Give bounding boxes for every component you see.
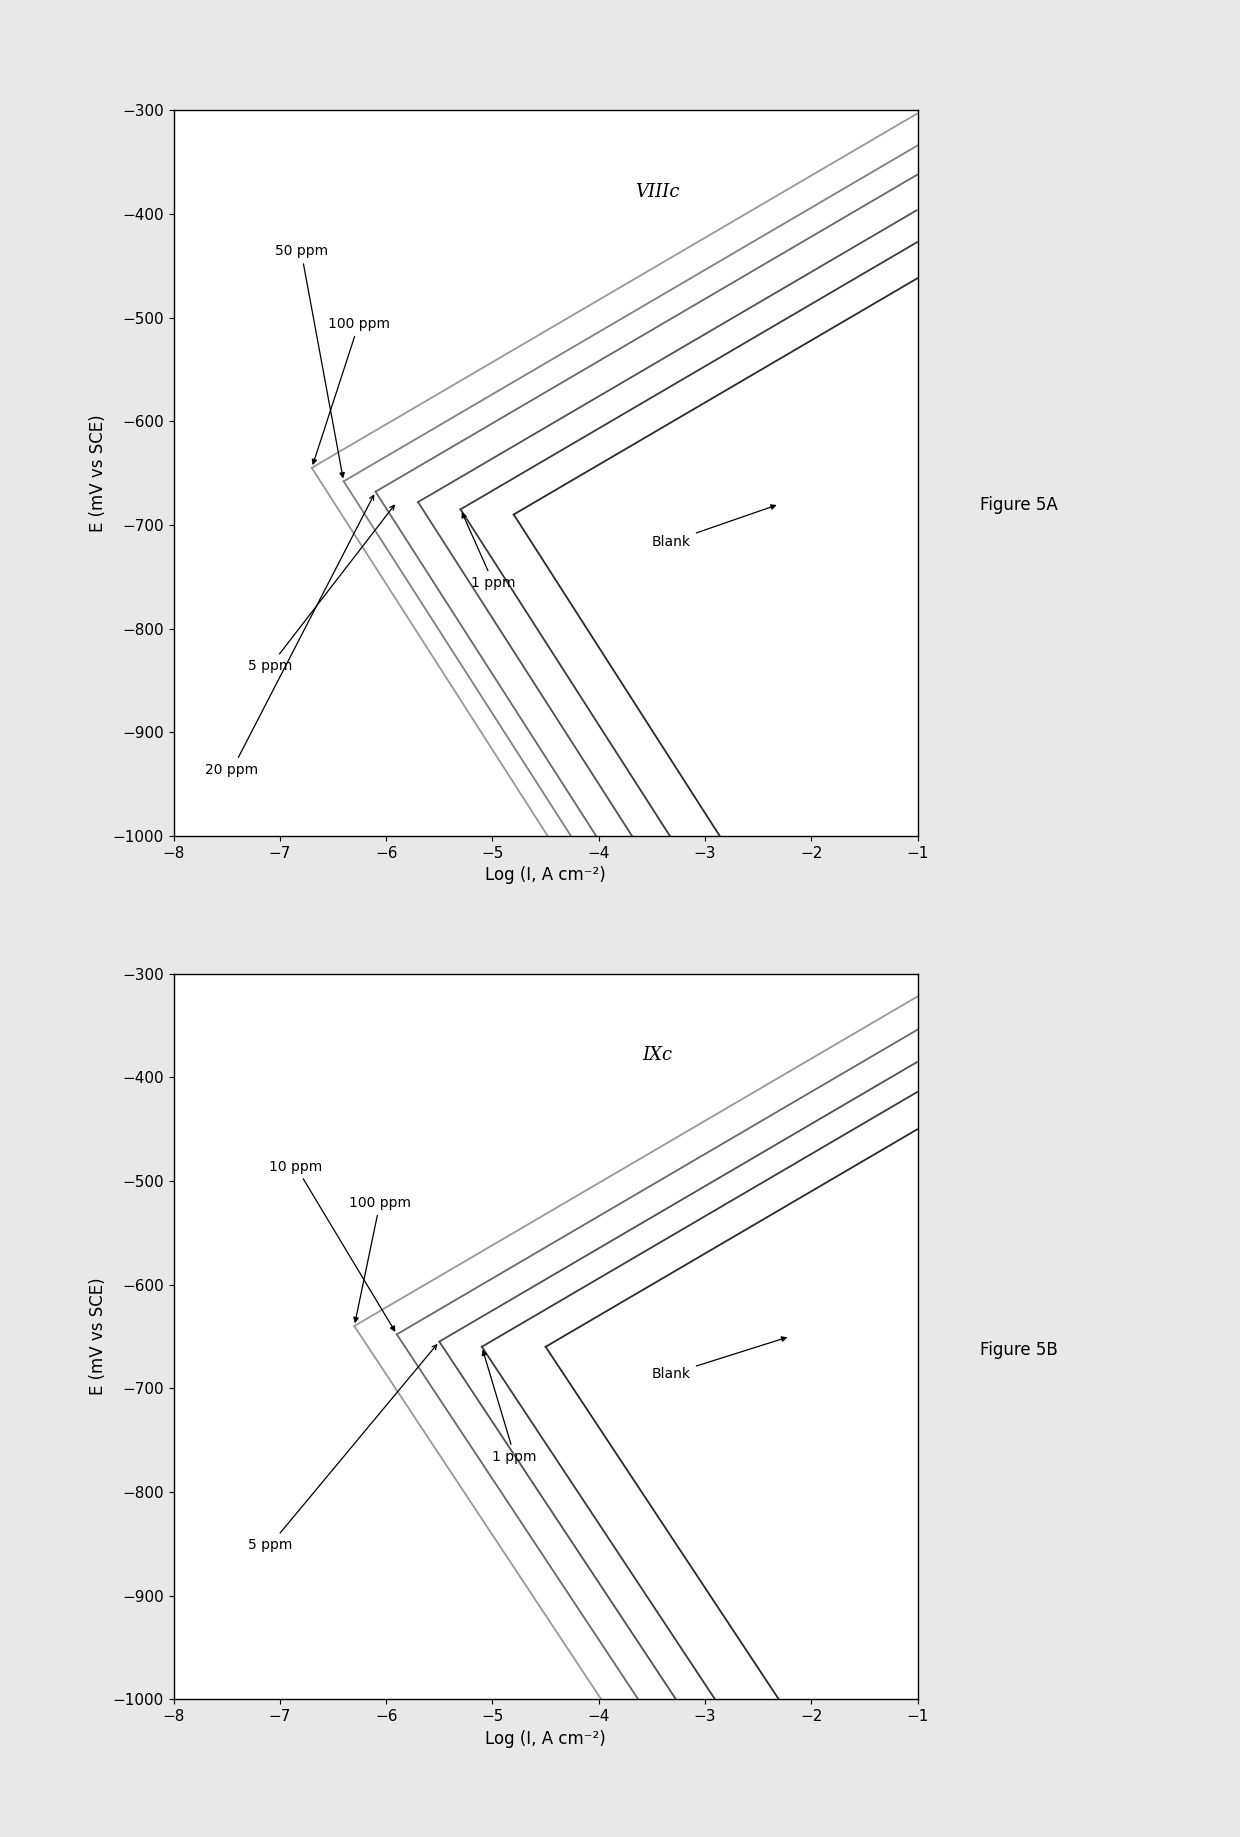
Y-axis label: E (mV vs SCE): E (mV vs SCE) [89,413,107,533]
Text: IXc: IXc [642,1045,672,1064]
Text: 50 ppm: 50 ppm [274,244,345,478]
Text: Figure 5B: Figure 5B [980,1341,1058,1359]
X-axis label: Log (I, A cm⁻²): Log (I, A cm⁻²) [485,1729,606,1747]
Text: 100 ppm: 100 ppm [312,318,389,465]
X-axis label: Log (I, A cm⁻²): Log (I, A cm⁻²) [485,865,606,884]
Text: 5 ppm: 5 ppm [248,505,394,672]
Text: 5 ppm: 5 ppm [248,1345,436,1552]
Text: 20 ppm: 20 ppm [206,496,373,777]
Text: Blank: Blank [652,1337,786,1381]
Text: 1 ppm: 1 ppm [482,1350,537,1464]
Text: VIIIc: VIIIc [635,182,680,200]
Text: Figure 5A: Figure 5A [980,496,1058,514]
Text: 10 ppm: 10 ppm [269,1159,394,1330]
Text: 1 ppm: 1 ppm [463,513,516,590]
Text: Blank: Blank [652,505,775,549]
Text: 100 ppm: 100 ppm [348,1196,410,1323]
Y-axis label: E (mV vs SCE): E (mV vs SCE) [89,1277,107,1396]
